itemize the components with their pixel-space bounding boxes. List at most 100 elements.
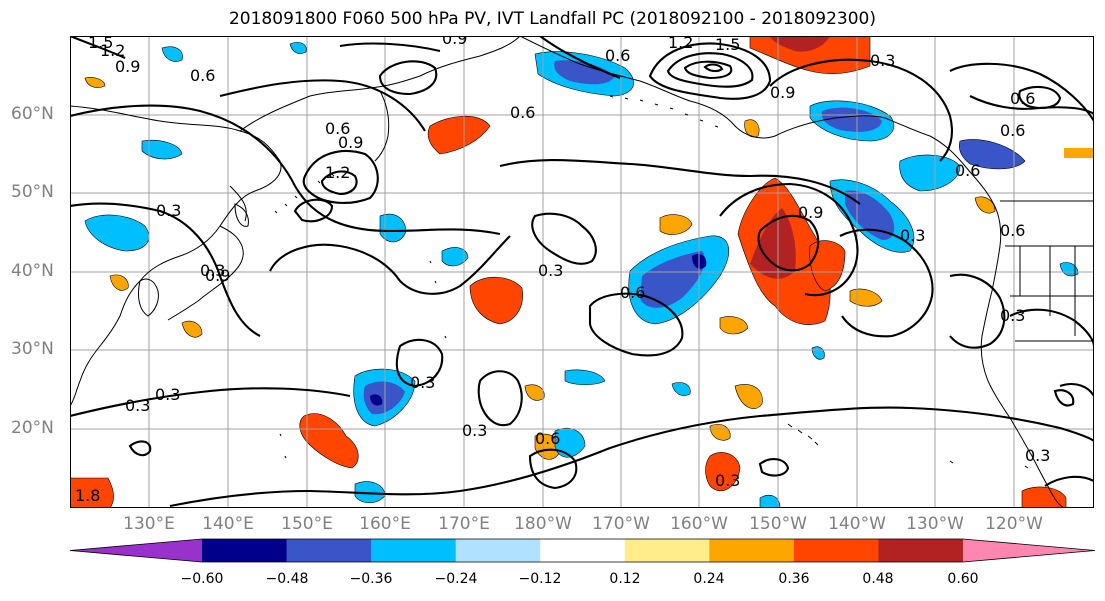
contour-label: 0.6 (605, 46, 630, 65)
shade-moderate-positive (734, 384, 763, 409)
lon-label-160e: 160°E (359, 514, 411, 534)
shade-negative (640, 251, 705, 308)
colorbar-tick: 0.12 (609, 571, 641, 587)
contour-label: 0.6 (955, 161, 980, 180)
contour-label: 1.2 (668, 36, 693, 52)
map-title: 2018091800 F060 500 hPa PV, IVT Landfall… (228, 9, 876, 29)
shade-moderate-negative (564, 369, 606, 386)
colorbar-tick: 0.36 (778, 571, 810, 587)
contour-label: 0.9 (115, 57, 140, 76)
colorbar-tick: −0.12 (518, 571, 562, 587)
shade-moderate-negative (759, 495, 781, 508)
shade-negative (821, 107, 882, 132)
contour-label: 0.6 (535, 429, 560, 448)
pc-shading (70, 36, 1094, 508)
colorbar-extend-high (963, 539, 1095, 562)
contour-label: 0.6 (1010, 89, 1035, 108)
shade-positive (749, 36, 871, 75)
shade-moderate-negative (671, 382, 691, 396)
contour-label: 1.5 (88, 36, 113, 52)
lon-label-130w: 130°W (906, 514, 964, 534)
pv-ivt-map: 0.3 0.3 0.3 0.3 0.3 0.3 0.3 0.3 0.3 0.3 … (70, 36, 1094, 508)
contour-label: 0.3 (870, 51, 895, 70)
lon-label-170e: 170°E (438, 514, 490, 534)
shade-moderate-positive (181, 320, 203, 338)
shade-negative (363, 381, 405, 415)
colorbar-segment (709, 539, 795, 562)
contour-label: 0.3 (155, 385, 180, 404)
lat-label-20n: 20°N (11, 418, 54, 438)
colorbar-tick: 0.60 (947, 571, 979, 587)
contour-label: 0.3 (410, 373, 435, 392)
lat-label-30n: 30°N (11, 339, 54, 359)
colorbar-segments (70, 539, 1095, 562)
shade-moderate-positive (84, 77, 106, 88)
lon-label-150w: 150°W (749, 514, 807, 534)
colorbar-tick: −0.24 (434, 571, 478, 587)
contour-label: 1.5 (715, 36, 740, 54)
contour-label: 0.9 (205, 266, 230, 285)
contour-label: 0.9 (338, 133, 363, 152)
lat-label-60n: 60°N (11, 104, 54, 124)
contour-label: 0.3 (200, 261, 225, 280)
shade-strong-positive (770, 36, 830, 52)
contour-label: 0.6 (190, 66, 215, 85)
colorbar-segment (540, 539, 626, 562)
shade-moderate-negative (441, 247, 469, 267)
shade-moderate-positive (974, 196, 996, 214)
shade-moderate-negative (289, 42, 307, 54)
colorbar-segment (793, 539, 879, 562)
contour-label: 0.6 (1000, 221, 1025, 240)
lon-label-180w: 180°W (514, 514, 572, 534)
shade-moderate-negative (141, 139, 183, 160)
lat-label-50n: 50°N (11, 182, 54, 202)
map-frame (70, 36, 1094, 508)
colorbar-segment (878, 539, 964, 562)
shade-moderate-negative (899, 154, 961, 192)
lon-label-170w: 170°W (592, 514, 650, 534)
contour-label: 0.3 (1025, 446, 1050, 465)
colorbar-tick: 0.48 (862, 571, 894, 587)
coastlines (70, 36, 1094, 508)
contour-label: 1.8 (75, 486, 100, 505)
shade-moderate-negative (161, 46, 183, 62)
shade-moderate-negative (554, 427, 586, 458)
shade-moderate-positive (849, 288, 883, 307)
contour-label: 0.9 (442, 36, 467, 48)
contour-label: 0.6 (510, 103, 535, 122)
lon-label-130e: 130°E (123, 514, 175, 534)
contour-label: 1.2 (100, 41, 125, 60)
shade-strong-negative (370, 394, 383, 406)
contour-label: 0.9 (798, 203, 823, 222)
colorbar-outline (69, 538, 1096, 563)
shade-moderate-negative (84, 214, 150, 252)
shade-moderate-positive (1064, 148, 1094, 158)
contour-label: 0.3 (538, 261, 563, 280)
contour-label: 0.3 (900, 226, 925, 245)
contour-label: 0.6 (1000, 121, 1025, 140)
shade-strong-positive (750, 208, 796, 279)
shade-moderate-positive (709, 424, 731, 441)
colorbar-segment (286, 539, 372, 562)
pv-contours (70, 36, 1094, 508)
lon-label-160w: 160°W (670, 514, 728, 534)
shade-positive (1021, 486, 1067, 508)
shade-moderate-positive (719, 316, 749, 335)
contour-label: 0.3 (715, 471, 740, 490)
shade-moderate-positive (659, 214, 693, 235)
colorbar (69, 538, 1096, 563)
contour-label: 0.3 (1000, 306, 1025, 325)
contour-label: 0.3 (462, 421, 487, 440)
contour-label: 0.9 (770, 83, 795, 102)
contour-label: 0.3 (125, 396, 150, 415)
contour-label: 1.2 (325, 163, 350, 182)
contour-label: 0.6 (620, 283, 645, 302)
lon-label-150e: 150°E (281, 514, 333, 534)
shade-positive (427, 115, 491, 155)
colorbar-segment (624, 539, 710, 562)
shade-negative (554, 60, 615, 85)
shade-moderate-positive (109, 274, 129, 291)
colorbar-tick: −0.48 (265, 571, 309, 587)
shade-positive (705, 452, 741, 492)
lat-label-40n: 40°N (11, 261, 54, 281)
